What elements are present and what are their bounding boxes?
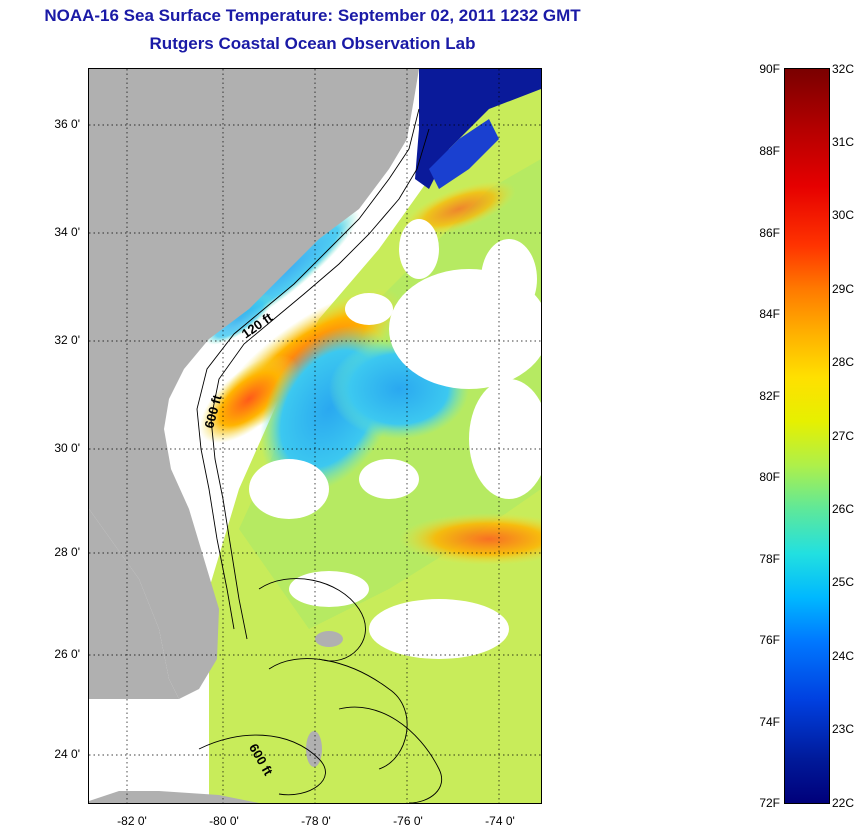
colorbar-c-29: 29C (832, 282, 855, 296)
lat-label-26: 26 0' (54, 647, 80, 661)
colorbar-f-86: 86F (759, 226, 780, 240)
colorbar-f-78: 78F (759, 552, 780, 566)
colorbar-c-24: 24C (832, 649, 855, 663)
map-title: NOAA-16 Sea Surface Temperature: Septemb… (44, 6, 581, 25)
colorbar-c-31: 31C (832, 135, 855, 149)
colorbar-c-28: 28C (832, 355, 855, 369)
lat-label-32: 32 0' (54, 333, 80, 347)
temperature-colorbar (784, 68, 830, 804)
depth-contours (196, 108, 443, 803)
colorbar-f-76: 76F (759, 633, 780, 647)
colorbar-c-26: 26C (832, 502, 855, 516)
land-mass (89, 69, 419, 803)
colorbar-c-22: 22C (832, 796, 855, 810)
graticule (89, 69, 541, 803)
colorbar-f-72: 72F (759, 796, 780, 810)
lon-label-80: -80 0' (209, 814, 239, 828)
colorbar-c-30: 30C (832, 208, 855, 222)
lon-label-74: -74 0' (485, 814, 515, 828)
colorbar-c-27: 27C (832, 429, 855, 443)
colorbar-c-32: 32C (832, 62, 855, 76)
lat-label-36: 36 0' (54, 117, 80, 131)
colorbar-f-88: 88F (759, 144, 780, 158)
lat-label-30: 30 0' (54, 441, 80, 455)
colorbar-c-25: 25C (832, 575, 855, 589)
colorbar-f-90: 90F (759, 62, 780, 76)
cloud-cover (249, 219, 541, 659)
map-subtitle: Rutgers Coastal Ocean Observation Lab (149, 34, 476, 53)
lon-label-78: -78 0' (301, 814, 331, 828)
lat-label-34: 34 0' (54, 225, 80, 239)
lon-label-82: -82 0' (117, 814, 147, 828)
colorbar-c-23: 23C (832, 722, 855, 736)
sst-map (88, 68, 542, 804)
colorbar-f-82: 82F (759, 389, 780, 403)
colorbar-f-74: 74F (759, 715, 780, 729)
colorbar-f-84: 84F (759, 307, 780, 321)
lon-label-76: -76 0' (393, 814, 423, 828)
lat-label-24: 24 0' (54, 747, 80, 761)
lat-label-28: 28 0' (54, 545, 80, 559)
sst-map-canvas (89, 69, 541, 803)
colorbar-f-80: 80F (759, 470, 780, 484)
